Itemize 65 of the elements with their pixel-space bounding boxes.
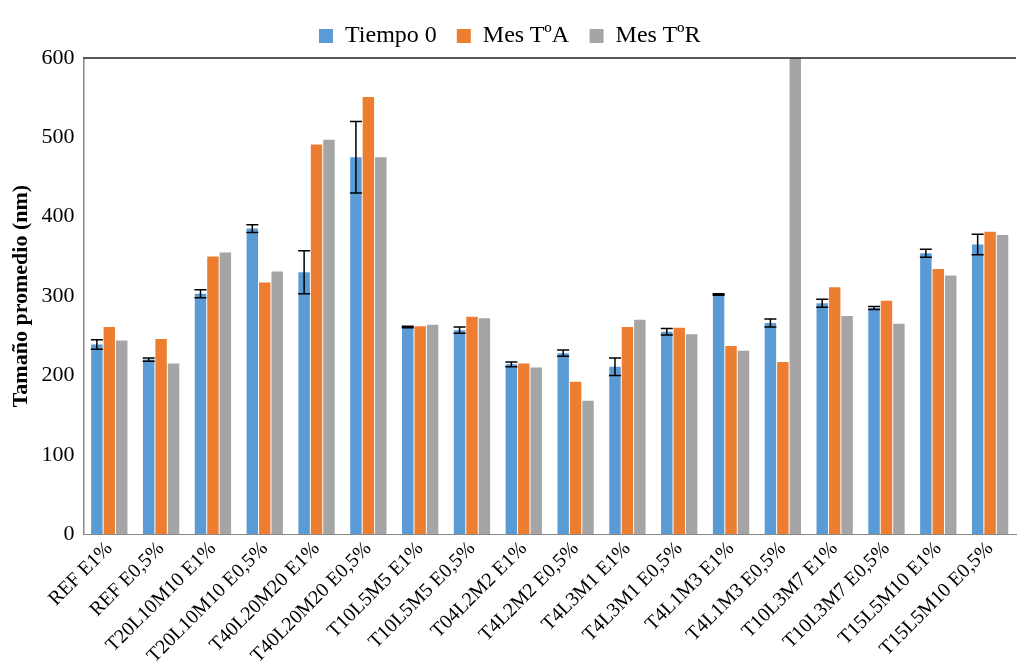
bar: [219, 252, 232, 535]
bar: [880, 300, 893, 535]
bar: [518, 363, 530, 535]
bar: [142, 359, 155, 535]
y-axis-title: Tamaño promedio (nm): [6, 184, 32, 408]
bar: [634, 319, 646, 535]
bar: [661, 331, 673, 535]
bar: [777, 361, 789, 535]
bar: [737, 350, 750, 535]
bar: [116, 340, 128, 535]
bar: [971, 244, 984, 535]
bar: [207, 256, 219, 535]
bar: [945, 275, 957, 535]
bar: [103, 327, 116, 535]
bar: [685, 334, 698, 535]
bar: [673, 327, 685, 535]
bar: [453, 330, 466, 535]
bar: [414, 326, 426, 535]
bar: [402, 327, 414, 535]
bar: [530, 367, 542, 535]
legend-label: Mes TºA: [482, 21, 570, 48]
bar: [298, 272, 310, 535]
bar: [478, 318, 491, 535]
bar: [194, 293, 207, 535]
y-tick-label: 100: [41, 440, 75, 466]
bar: [505, 364, 518, 535]
bar: [712, 294, 725, 535]
legend-label: Mes TºR: [615, 21, 701, 48]
bar: [375, 157, 387, 535]
bar: [271, 271, 283, 535]
bar: [841, 315, 853, 535]
bar: [609, 366, 621, 535]
bar: [259, 282, 271, 535]
bar: [764, 323, 777, 535]
bar: [569, 381, 582, 535]
bar: [621, 327, 634, 535]
bar: [323, 139, 335, 535]
y-tick-label: 400: [41, 202, 75, 228]
bar: [155, 338, 167, 535]
bar: [996, 234, 1009, 535]
bar: [246, 228, 259, 535]
bar: [426, 324, 439, 535]
y-tick-label: 0: [63, 519, 75, 545]
bar: [557, 353, 569, 535]
y-tick-label: 600: [41, 43, 75, 69]
bar: [920, 253, 932, 535]
bar: [816, 303, 828, 535]
bar: [466, 316, 478, 535]
bar: [868, 307, 880, 535]
y-tick-label: 300: [41, 281, 75, 307]
bar: [893, 323, 905, 535]
bar: [362, 96, 375, 535]
bar: [91, 344, 103, 535]
y-tick-label: 200: [41, 361, 75, 387]
bar: [984, 231, 996, 535]
bar: [167, 363, 180, 535]
bar: [350, 157, 362, 535]
bar: [932, 269, 944, 535]
legend-label: Tiempo 0: [344, 21, 437, 48]
y-tick-label: 500: [41, 123, 75, 149]
bar: [310, 144, 323, 535]
bar: [789, 58, 802, 535]
bar: [828, 287, 841, 535]
bar: [582, 400, 594, 535]
bar: [725, 346, 737, 535]
